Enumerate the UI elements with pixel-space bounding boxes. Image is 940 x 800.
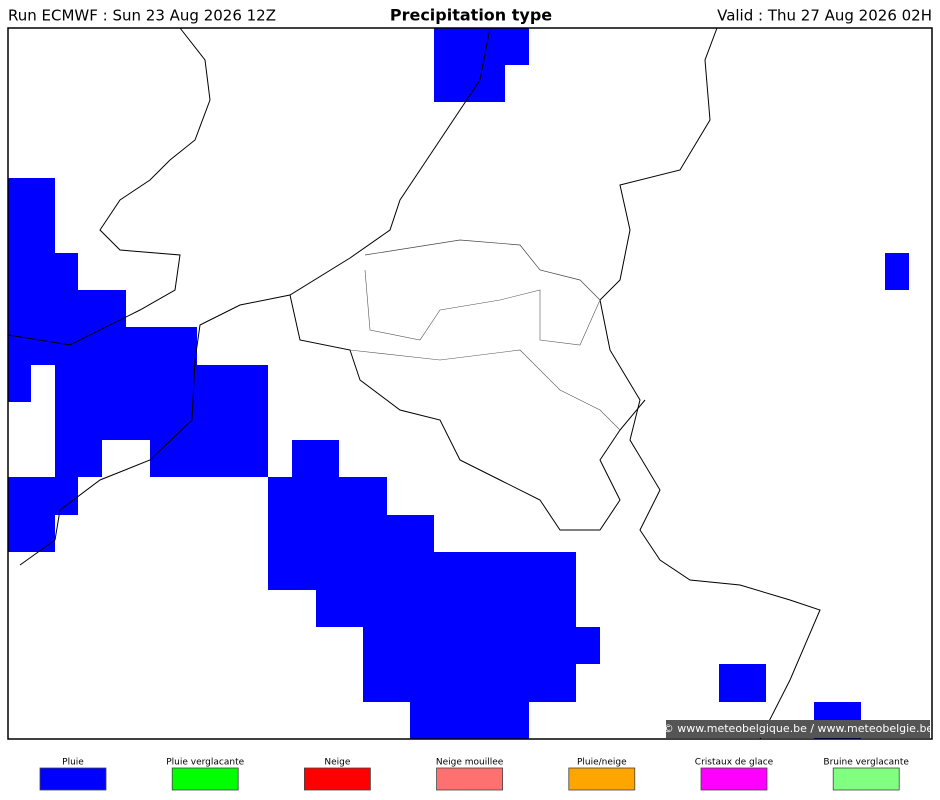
legend-label: Pluie/neige: [577, 758, 627, 768]
legend-swatch: [568, 767, 636, 791]
legend-swatch: [39, 767, 107, 791]
run-label: Run ECMWF : Sun 23 Aug 2026 12Z: [8, 7, 276, 25]
legend-label: Cristaux de glace: [695, 758, 774, 768]
legend-swatch: [171, 767, 239, 791]
legend-swatch: [436, 767, 504, 791]
map-lines: [7, 27, 821, 740]
watermark: © www.meteobelgique.be / www.meteobelgie…: [663, 722, 934, 735]
legend-label: Pluie: [62, 758, 84, 768]
map-title: Precipitation type: [390, 6, 552, 25]
legend: Pluie Pluie verglacante Neige Neige mouille…: [39, 758, 909, 791]
precip-cells: [8, 28, 909, 739]
legend-label: Pluie verglacante: [166, 758, 244, 768]
watermark-box: [666, 720, 930, 738]
legend-label: Neige: [324, 758, 350, 768]
valid-label: Valid : Thu 27 Aug 2026 02H: [717, 7, 932, 25]
legend-swatch: [700, 767, 768, 791]
legend-swatch: [832, 767, 900, 791]
map-frame: [7, 27, 933, 740]
legend-label: Bruine verglacante: [823, 758, 909, 768]
legend-label: Neige mouillee: [436, 758, 504, 768]
legend-swatch: [303, 767, 371, 791]
